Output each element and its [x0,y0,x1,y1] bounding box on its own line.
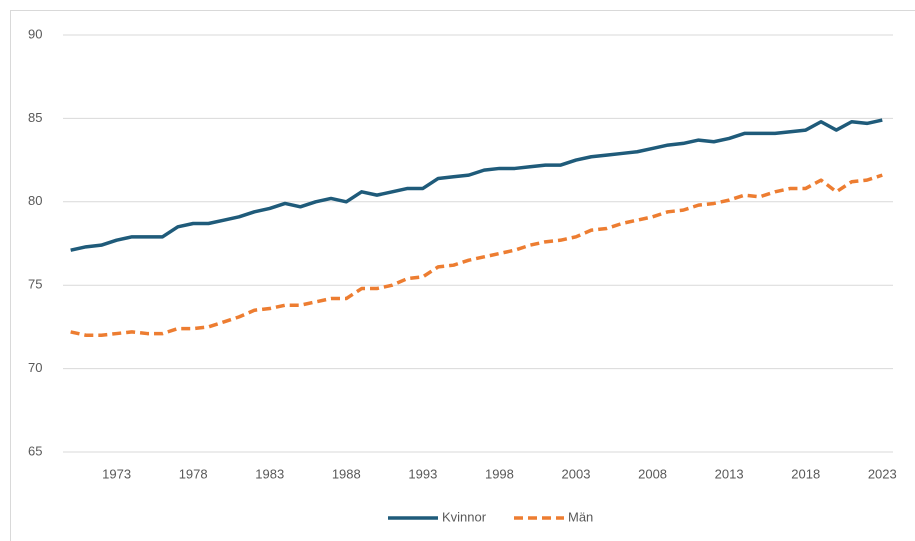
x-tick-label: 1973 [102,466,131,481]
y-tick-label: 80 [28,193,42,208]
series-line [70,118,883,252]
series-line [70,173,883,337]
y-tick-label: 65 [28,443,42,458]
x-tick-label: 2013 [715,466,744,481]
x-tick-label: 1983 [255,466,284,481]
legend-label: Män [568,509,593,524]
x-tick-label: 1998 [485,466,514,481]
chart-frame [10,10,915,541]
x-tick-label: 1988 [332,466,361,481]
y-tick-label: 90 [28,26,42,41]
x-tick-label: 1978 [179,466,208,481]
x-tick-label: 1993 [408,466,437,481]
y-tick-label: 75 [28,277,42,292]
x-tick-label: 2008 [638,466,667,481]
legend-label: Kvinnor [442,509,487,524]
x-tick-label: 2023 [868,466,897,481]
y-tick-label: 70 [28,360,42,375]
y-tick-label: 85 [28,110,42,125]
x-tick-label: 2018 [791,466,820,481]
x-tick-label: 2003 [562,466,591,481]
